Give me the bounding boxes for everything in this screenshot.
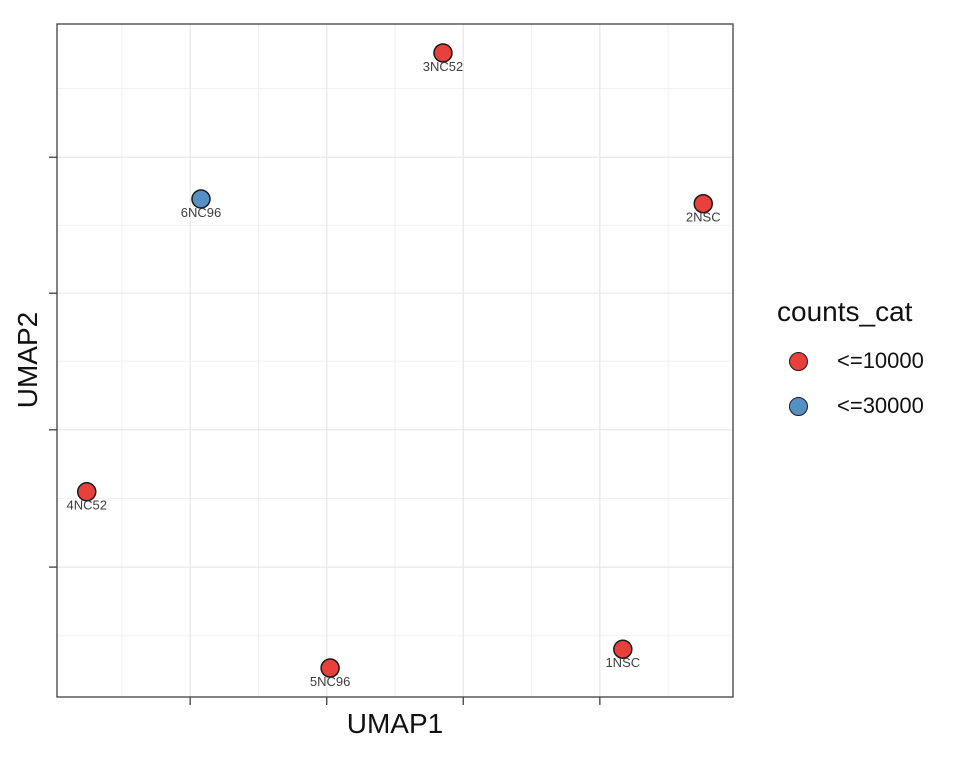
data-point-2NSC bbox=[693, 193, 714, 214]
point-label-4NC52: 4NC52 bbox=[67, 498, 107, 513]
data-point-6NC96 bbox=[191, 189, 211, 209]
data-point-4NC52 bbox=[76, 481, 97, 502]
major-gridlines bbox=[57, 24, 733, 697]
legend-item-le10000: <=10000 bbox=[777, 343, 924, 379]
panel-border bbox=[56, 23, 734, 698]
data-point-3NC52 bbox=[433, 43, 453, 63]
minor-gridlines bbox=[57, 24, 733, 697]
data-points: 3NC52 2NSC 4NC52 1NSC 5NC96 6NC96 bbox=[67, 43, 721, 689]
point-label-1NSC: 1NSC bbox=[605, 655, 640, 670]
data-point-1NSC bbox=[613, 639, 633, 659]
data-point-5NC96 bbox=[320, 658, 340, 678]
legend: counts_cat <=10000 <=30000 bbox=[777, 296, 957, 417]
point-label-5NC96: 5NC96 bbox=[310, 674, 350, 689]
y-axis-title: UMAP2 bbox=[12, 311, 43, 409]
legend-item-le30000: <=30000 bbox=[777, 388, 924, 424]
x-axis-title: UMAP1 bbox=[346, 708, 444, 739]
legend-key-red-circle bbox=[789, 351, 808, 371]
legend-key-blue-circle bbox=[789, 396, 808, 416]
legend-item-label: <=10000 bbox=[837, 348, 924, 373]
legend-title: counts_cat bbox=[777, 296, 913, 327]
point-label-3NC52: 3NC52 bbox=[423, 59, 463, 74]
axis-ticks bbox=[49, 156, 601, 705]
point-label-2NSC: 2NSC bbox=[686, 210, 721, 225]
legend-item-label: <=30000 bbox=[837, 393, 924, 418]
point-label-6NC96: 6NC96 bbox=[181, 205, 221, 220]
